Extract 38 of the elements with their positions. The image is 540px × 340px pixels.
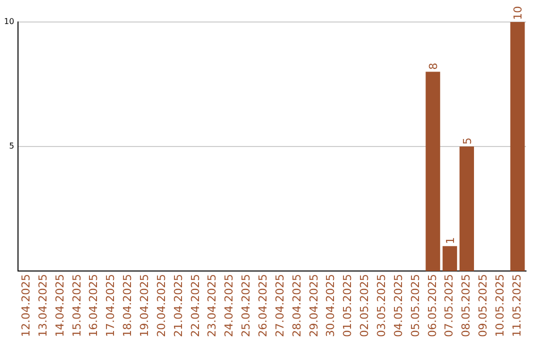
bar — [460, 146, 474, 272]
x-tick-label: 17.04.2025 — [104, 274, 118, 338]
x-tick-label: 10.05.2025 — [493, 274, 506, 338]
x-tick-label: 05.05.2025 — [408, 274, 422, 338]
x-tick-label: 02.05.2025 — [358, 274, 372, 338]
x-tick-label: 29.04.2025 — [307, 274, 320, 338]
x-tick-label: 30.04.2025 — [324, 274, 338, 338]
x-tick-label: 23.04.2025 — [206, 274, 219, 338]
bar — [442, 246, 458, 272]
x-tick-label: 09.05.2025 — [476, 274, 490, 338]
x-tick-label: 06.05.2025 — [426, 274, 439, 338]
data-label: 1 — [444, 237, 457, 244]
x-tick-label: 26.04.2025 — [256, 274, 270, 338]
x-tick-label: 14.04.2025 — [53, 274, 66, 338]
x-tick-label: 20.04.2025 — [154, 274, 168, 338]
x-tick-label: 24.04.2025 — [222, 274, 236, 338]
x-tick-label: 13.04.2025 — [36, 274, 50, 338]
x-tick-label: 12.04.2025 — [20, 274, 33, 338]
x-tick-label: 27.04.2025 — [273, 274, 286, 338]
x-tick-label: 11.05.2025 — [510, 274, 524, 338]
x-tick-label: 01.05.2025 — [341, 274, 354, 338]
x-tick-label: 16.04.2025 — [87, 274, 100, 338]
x-tick-label: 18.04.2025 — [121, 274, 134, 338]
bar — [426, 72, 440, 272]
data-label: 5 — [460, 138, 474, 145]
data-label: 8 — [426, 62, 440, 70]
x-tick-label: 07.05.2025 — [442, 274, 456, 338]
x-tick-label: 22.04.2025 — [188, 274, 202, 338]
x-tick-label: 03.05.2025 — [374, 274, 388, 338]
x-tick-label: 08.05.2025 — [460, 274, 473, 338]
x-tick-label: 19.04.2025 — [138, 274, 151, 338]
x-tick-label: 21.04.2025 — [172, 274, 185, 338]
x-tick-label: 04.05.2025 — [392, 274, 405, 338]
data-label: 10 — [512, 6, 525, 20]
x-tick-label: 15.04.2025 — [70, 274, 84, 338]
bar — [510, 22, 525, 272]
x-tick-label: 28.04.2025 — [290, 274, 304, 338]
x-tick-label: 25.04.2025 — [240, 274, 253, 338]
